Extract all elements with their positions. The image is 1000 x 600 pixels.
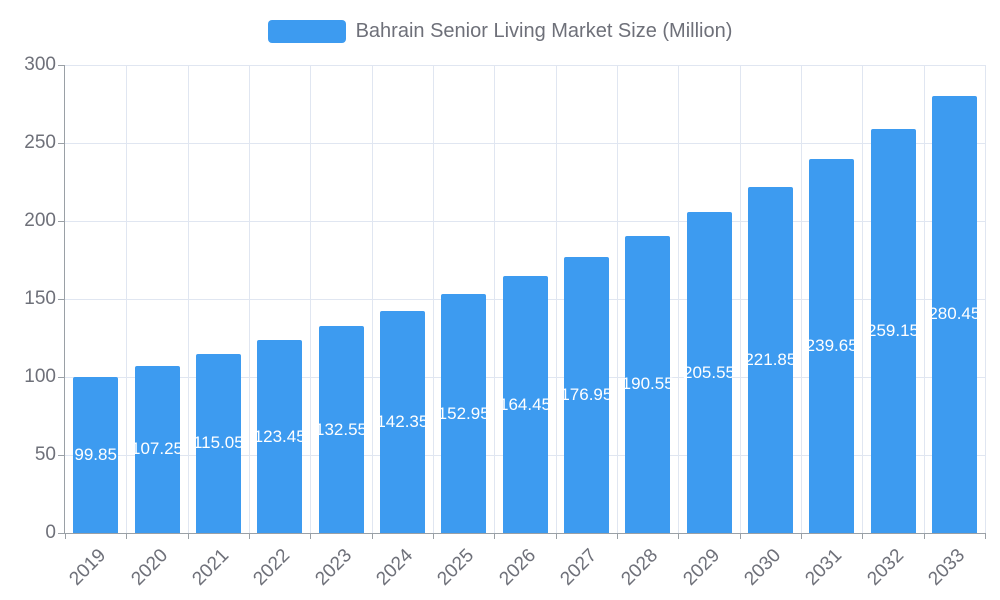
bar[interactable]: [809, 159, 855, 533]
bar[interactable]: [870, 128, 916, 533]
bar-value-label: 221.85: [744, 349, 797, 369]
grid-line-v: [985, 65, 986, 533]
bar[interactable]: [686, 212, 732, 533]
bar-value-label: 259.15: [867, 320, 919, 340]
grid-line-h: [65, 65, 985, 66]
bar[interactable]: [257, 340, 303, 533]
legend-label: Bahrain Senior Living Market Size (Milli…: [355, 20, 733, 42]
x-tick-label[interactable]: 2030: [740, 545, 786, 590]
grid-line-v: [555, 65, 557, 533]
bar-value-label: 142.35: [376, 411, 429, 431]
grid-line-h: [65, 221, 985, 222]
bar[interactable]: [747, 186, 793, 533]
x-tick-mark: [433, 534, 434, 539]
x-tick-mark: [985, 534, 986, 539]
grid-line-v: [371, 65, 373, 533]
y-tick-label: 200: [24, 210, 56, 231]
value-labels-layer: 99.85 107.25 115.05 123.45 132.55 142.35 152.9…: [65, 65, 985, 533]
bar-value-label: 115.05: [192, 433, 244, 453]
x-tick-mark: [187, 534, 189, 539]
x-tick-label[interactable]: 2021: [188, 545, 234, 590]
x-tick-label[interactable]: 2020: [127, 545, 172, 590]
bar[interactable]: [502, 276, 548, 533]
grid-line-v: [801, 65, 802, 533]
grid-line-v: [187, 65, 189, 533]
x-tick-label[interactable]: 2028: [617, 545, 663, 590]
x-tick-label[interactable]: 2029: [679, 545, 724, 590]
x-tick-mark: [678, 534, 680, 539]
y-axis-line: [64, 65, 65, 534]
x-tick-mark: [126, 534, 128, 539]
bar[interactable]: [625, 235, 671, 533]
x-tick-label[interactable]: 2019: [65, 545, 111, 590]
x-tick-label[interactable]: 2022: [249, 545, 295, 590]
grid-line-h: [65, 143, 985, 144]
x-tick-label[interactable]: 2026: [495, 545, 540, 590]
grid-line-v: [678, 65, 680, 533]
bar[interactable]: [379, 310, 425, 533]
bar-value-label: 107.25: [131, 439, 183, 459]
grid-line-v: [249, 65, 250, 533]
y-tick-label: 0: [45, 522, 56, 543]
grid-line-v: [126, 65, 128, 533]
x-tick-label[interactable]: 2027: [556, 545, 602, 590]
grid-line-v: [494, 65, 496, 533]
x-tick-label[interactable]: 2033: [924, 545, 970, 590]
grid-line-v: [862, 65, 864, 533]
bar[interactable]: [563, 256, 609, 533]
bar-value-label: 132.55: [315, 419, 367, 439]
bar-value-label: 280.45: [928, 304, 981, 324]
bar-value-label: 99.85: [74, 445, 117, 465]
x-axis-line: [64, 533, 986, 534]
x-tick-mark: [739, 534, 741, 539]
y-tick-label: 300: [24, 54, 56, 75]
x-tick-mark: [923, 534, 925, 539]
bar-value-label: 239.65: [805, 336, 858, 356]
x-tick-label[interactable]: 2025: [433, 545, 479, 590]
y-tick-label: 50: [34, 444, 56, 465]
bar[interactable]: [195, 353, 241, 533]
x-tick-label[interactable]: 2023: [311, 545, 356, 590]
x-tick-label[interactable]: 2031: [801, 545, 847, 590]
bar-value-label: 164.45: [499, 394, 551, 414]
grid-line-v: [310, 65, 312, 533]
x-tick-mark: [65, 534, 66, 539]
x-tick-mark: [617, 534, 618, 539]
x-tick-mark: [494, 534, 496, 539]
bar-value-label: 123.45: [253, 426, 306, 446]
grid-line-v: [433, 65, 434, 533]
bar-value-label: 176.95: [560, 384, 613, 404]
x-tick-mark: [555, 534, 557, 539]
bar-value-label: 152.95: [437, 403, 490, 423]
bar[interactable]: [73, 377, 119, 533]
x-tick-label[interactable]: 2024: [372, 545, 418, 590]
bars-layer: [65, 65, 985, 533]
bar-value-label: 205.55: [683, 362, 735, 382]
y-tick-label: 250: [24, 132, 56, 153]
grid-line-v: [739, 65, 741, 533]
x-tick-mark: [310, 534, 312, 539]
bar[interactable]: [441, 294, 487, 533]
legend[interactable]: Bahrain Senior Living Market Size (Milli…: [0, 20, 1000, 43]
grid-line-v: [617, 65, 618, 533]
x-tick-mark: [801, 534, 802, 539]
legend-swatch: [267, 20, 346, 43]
x-tick-label[interactable]: 2032: [863, 545, 908, 590]
x-tick-mark: [371, 534, 373, 539]
bar[interactable]: [134, 365, 180, 533]
bar-value-label: 190.55: [621, 374, 674, 394]
y-tick-label: 150: [24, 288, 56, 309]
x-tick-mark: [862, 534, 864, 539]
bar[interactable]: [318, 326, 364, 533]
x-tick-mark: [249, 534, 250, 539]
y-tick-label: 100: [24, 366, 56, 387]
bar[interactable]: [931, 95, 977, 533]
grid-line-v: [923, 65, 925, 533]
plot-area: 99.85 107.25 115.05 123.45 132.55 142.35 152.9…: [64, 65, 986, 534]
